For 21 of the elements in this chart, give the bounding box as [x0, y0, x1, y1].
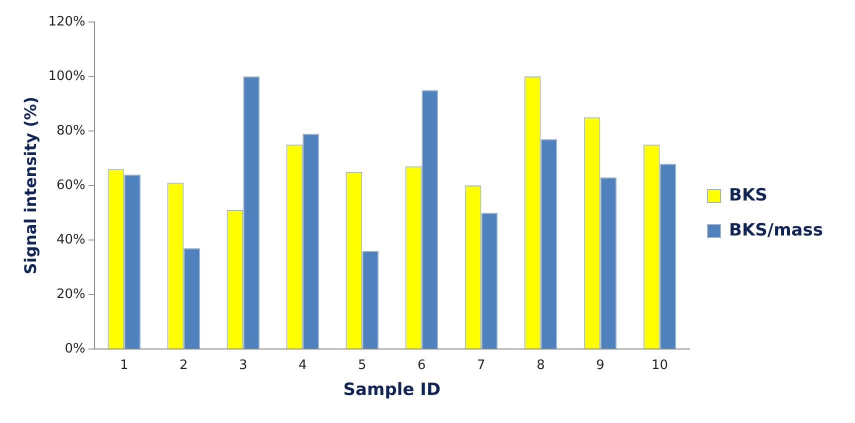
- x-tick-label: 6: [418, 358, 426, 374]
- x-tick-label: 10: [651, 358, 668, 374]
- x-tick-label: 7: [477, 358, 486, 374]
- x-axis-title: Sample ID: [343, 380, 441, 400]
- legend-label: BKS/mass: [728, 220, 824, 240]
- legend-label: BKS: [728, 185, 768, 206]
- y-tick-label: 100%: [48, 68, 86, 84]
- y-tick-label: 60%: [56, 178, 86, 193]
- x-tick-label: 3: [239, 358, 248, 374]
- x-tick-label: 9: [596, 358, 604, 374]
- y-tick-label: 80%: [56, 123, 86, 138]
- x-tick-label: 2: [179, 358, 188, 374]
- x-tick-label: 5: [358, 358, 366, 374]
- x-tick-label: 1: [120, 358, 128, 374]
- y-tick-label: 120%: [48, 14, 86, 30]
- y-axis-title: Signal intensity (%): [20, 96, 40, 274]
- y-tick-label: 0%: [64, 341, 86, 356]
- y-tick-label: 20%: [56, 286, 86, 302]
- x-tick-label: 4: [298, 358, 307, 374]
- y-tick-label: 40%: [56, 232, 86, 248]
- x-tick-label: 8: [536, 358, 545, 374]
